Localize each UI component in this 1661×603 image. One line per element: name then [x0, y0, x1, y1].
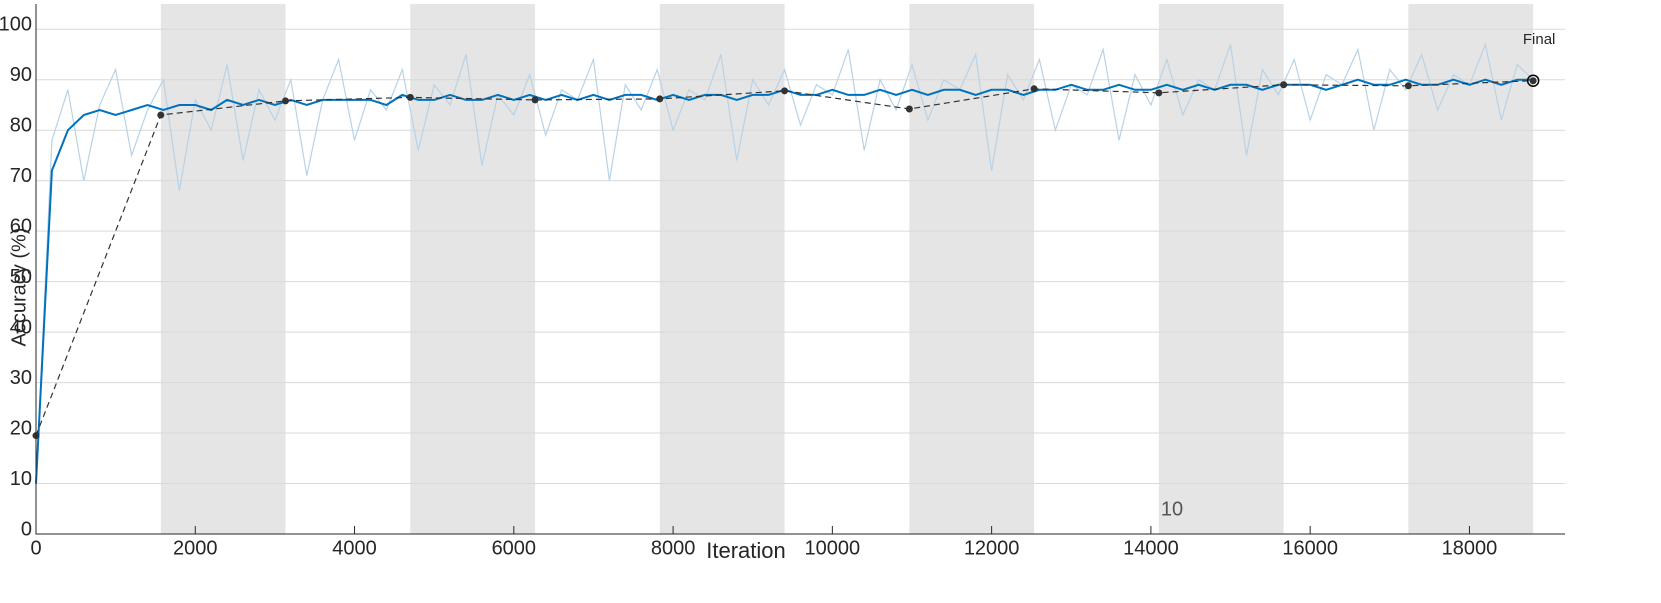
y-tick-label: 30	[10, 367, 32, 389]
epoch-band	[410, 4, 536, 534]
y-tick-label: 50	[10, 266, 32, 288]
y-axis-label: Accuracy (%)	[8, 228, 30, 347]
x-tick-label: 12000	[964, 537, 1020, 559]
validation-point	[531, 96, 539, 104]
y-tick-label: 10	[10, 468, 32, 490]
epoch-band	[1158, 4, 1284, 534]
validation-point	[1280, 81, 1288, 89]
x-tick-label: 2000	[173, 537, 218, 559]
epoch-band	[659, 4, 785, 534]
validation-point	[905, 105, 913, 113]
validation-point	[1030, 85, 1038, 93]
y-tick-label: 60	[10, 215, 32, 237]
y-tick-label: 0	[21, 518, 32, 540]
x-axis-label: Iteration	[706, 538, 786, 563]
validation-point	[1155, 89, 1163, 97]
annotation: 10	[1161, 498, 1183, 520]
x-tick-label: 10000	[805, 537, 861, 559]
epoch-band	[909, 4, 1035, 534]
x-tick-label: 18000	[1442, 537, 1498, 559]
validation-point	[406, 93, 414, 101]
validation-point	[656, 95, 664, 103]
validation-point	[1529, 77, 1537, 85]
background-layer	[36, 4, 1565, 535]
annotation: Final	[1523, 31, 1556, 48]
y-tick-label: 100	[0, 14, 32, 36]
x-tick-label: 8000	[651, 537, 696, 559]
x-tick-label: 14000	[1123, 537, 1179, 559]
final-marker	[1526, 74, 1540, 87]
validation-point	[281, 97, 289, 105]
x-tick-label: 4000	[332, 537, 377, 559]
y-tick-label: 70	[10, 165, 32, 187]
x-tick-label: 6000	[492, 537, 537, 559]
y-tick-label: 40	[10, 316, 32, 338]
axes-box	[35, 4, 1565, 535]
y-tick-label: 90	[10, 64, 32, 86]
validation-point	[1404, 82, 1412, 90]
y-tick-label: 80	[10, 114, 32, 136]
x-tick-label: 16000	[1282, 537, 1338, 559]
x-tick-label: 0	[30, 537, 41, 559]
validation-point	[157, 111, 165, 119]
validation-point	[781, 87, 789, 95]
epoch-band	[160, 4, 286, 534]
y-tick-label: 20	[10, 417, 32, 439]
epoch-band	[1408, 4, 1534, 534]
